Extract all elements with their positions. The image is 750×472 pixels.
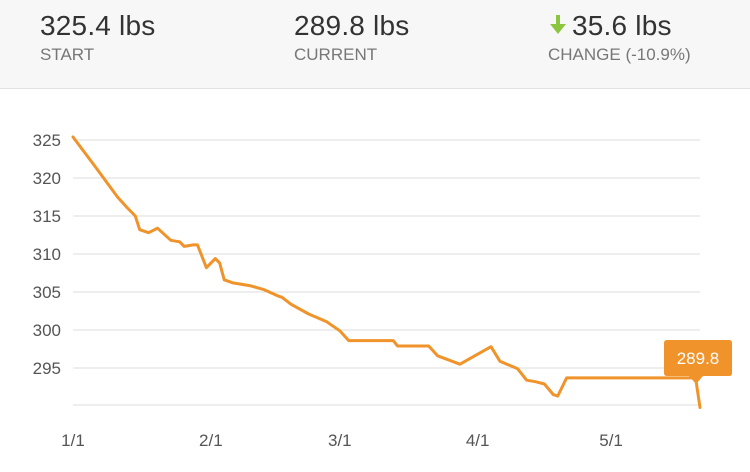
tooltip-box	[664, 340, 732, 384]
y-tick-label: 300	[33, 321, 61, 340]
current-label: CURRENT	[294, 45, 378, 64]
tooltip-label: 289.8	[677, 349, 720, 368]
y-tick-label: 295	[33, 359, 61, 378]
weight-chart: 325 320 315 310 305 300 295 1/1 2/1 3/1 4/1 5/1 28…	[0, 89, 750, 472]
y-tick-label: 320	[33, 169, 61, 188]
y-tick-label: 305	[33, 283, 61, 302]
chart-svg: 325 320 315 310 305 300 295 1/1 2/1 3/1 4/1 5/1 28…	[33, 131, 732, 450]
start-stat: 325.4 lbs START	[40, 9, 155, 66]
start-label: START	[40, 45, 95, 64]
y-axis: 325 320 315 310 305 300 295	[33, 131, 61, 378]
stats-header: 325.4 lbs START 289.8 lbs CURRENT 35.6 l…	[0, 0, 750, 89]
x-tick-label: 2/1	[199, 431, 223, 450]
change-label: CHANGE (-10.9%)	[548, 45, 691, 64]
x-axis: 1/1 2/1 3/1 4/1 5/1	[61, 431, 623, 450]
x-tick-label: 1/1	[61, 431, 85, 450]
current-value: 289.8 lbs	[294, 10, 410, 41]
x-tick-label: 3/1	[328, 431, 352, 450]
series-line	[71, 135, 702, 409]
change-value: 35.6 lbs	[572, 10, 672, 41]
y-tick-label: 310	[33, 245, 61, 264]
y-tick-label: 315	[33, 207, 61, 226]
y-tick-label: 325	[33, 131, 61, 150]
arrow-down-icon	[550, 15, 566, 34]
tooltip: 289.8	[664, 340, 732, 384]
start-value: 325.4 lbs	[40, 10, 156, 41]
series-layer	[71, 135, 702, 409]
change-stat: 35.6 lbs CHANGE (-10.9%)	[548, 9, 691, 66]
x-tick-label: 5/1	[599, 431, 623, 450]
x-tick-label: 4/1	[466, 431, 490, 450]
grid-layer	[73, 139, 700, 406]
current-stat: 289.8 lbs CURRENT	[294, 9, 409, 66]
